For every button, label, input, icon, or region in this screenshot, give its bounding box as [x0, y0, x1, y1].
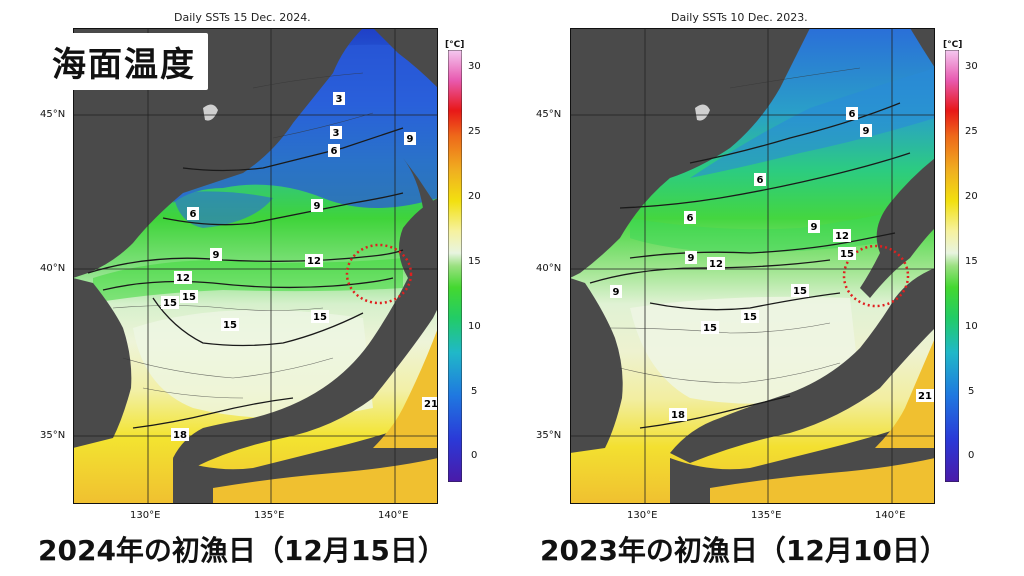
lon-label: 135°E	[254, 510, 285, 521]
contour-label: 6	[757, 175, 764, 186]
lon-label: 140°E	[378, 510, 409, 521]
lat-label: 35°N	[536, 430, 562, 441]
highlight-circle	[842, 244, 910, 308]
colorbar-tick: 25	[965, 126, 978, 137]
colorbar-tick: 10	[468, 321, 481, 332]
colorbar-tick: 30	[965, 61, 978, 72]
colorbar-2023	[945, 50, 959, 482]
grid-lines	[570, 28, 935, 504]
land-korea	[570, 278, 623, 453]
contour-label: 15	[793, 286, 807, 297]
colorbar-unit: [°C]	[943, 40, 963, 50]
contour-label: 12	[307, 256, 321, 267]
map-title-2024: Daily SSTs 15 Dec. 2024.	[174, 11, 311, 24]
contour-label: 3	[333, 128, 340, 139]
colorbar-tick: 20	[468, 191, 481, 202]
page-title: 海面温度	[40, 33, 208, 90]
map-title-2023: Daily SSTs 10 Dec. 2023.	[671, 11, 808, 24]
contour-label: 6	[849, 109, 856, 120]
contour-label-group: 6 9 6 6 9 12 15 9 12 9 15 15 15 18 21	[610, 107, 934, 421]
caption-2024: 2024年の初漁日（12月15日）	[38, 534, 446, 567]
sst-map-plot-2023: 6 9 6 6 9 12 15 9 12 9 15 15 15 18 21	[570, 28, 935, 504]
colorbar-tick: 15	[468, 256, 481, 267]
contour-label: 15	[313, 312, 327, 323]
land-hokkaido	[860, 158, 935, 298]
colorbar-tick: 10	[965, 321, 978, 332]
contour-label: 18	[671, 410, 685, 421]
lat-label: 40°N	[536, 263, 562, 274]
grid-lines	[73, 28, 438, 504]
colorbar-unit: [°C]	[445, 40, 465, 50]
contour-lines	[87, 127, 404, 429]
contour-label: 18	[173, 430, 187, 441]
colorbar-tick: 15	[965, 256, 978, 267]
contour-label: 15	[703, 323, 717, 334]
contour-label: 6	[331, 146, 338, 157]
contour-label: 9	[811, 222, 818, 233]
contour-label: 21	[918, 391, 932, 402]
contour-label-group: 3 3 6 9 9 6 9 12 12 15 15 15 15 18 21	[161, 92, 438, 441]
colorbar-tick: 5	[968, 386, 975, 397]
colorbar-tick: 30	[468, 61, 481, 72]
contour-label: 6	[687, 213, 694, 224]
highlight-circle	[345, 243, 413, 305]
colorbar-tick: 0	[968, 450, 975, 461]
lon-label: 140°E	[875, 510, 906, 521]
land-sakhalin	[373, 28, 438, 88]
contour-label: 21	[424, 399, 438, 410]
contour-label: 12	[835, 231, 849, 242]
contour-label: 9	[688, 253, 695, 264]
contour-lines	[589, 102, 911, 429]
contour-label: 9	[314, 201, 321, 212]
map-frame	[73, 28, 438, 504]
caption-2023: 2023年の初漁日（12月10日）	[540, 534, 948, 567]
lon-label: 135°E	[751, 510, 782, 521]
contour-label: 15	[163, 298, 177, 309]
contour-label: 9	[613, 287, 620, 298]
land-korea	[73, 278, 132, 448]
land-honshu	[173, 198, 438, 468]
lat-label: 35°N	[40, 430, 66, 441]
contour-label: 9	[863, 126, 870, 137]
contour-label: 9	[407, 134, 414, 145]
contour-label: 9	[213, 250, 220, 261]
contour-label: 12	[709, 259, 723, 270]
colorbar-tick: 25	[468, 126, 481, 137]
lat-label: 40°N	[40, 263, 66, 274]
colorbar-tick: 20	[965, 191, 978, 202]
contour-label: 15	[182, 292, 196, 303]
land-honshu	[670, 268, 935, 463]
contour-label: 15	[223, 320, 237, 331]
colorbar-2024	[448, 50, 462, 482]
map-frame	[570, 28, 935, 504]
island-icon	[203, 104, 218, 121]
land-asia	[73, 28, 363, 278]
contour-label: 15	[840, 249, 854, 260]
sst-map-plot-2024: 3 3 6 9 9 6 9 12 12 15 15 15 15 18 21	[73, 28, 438, 504]
lat-label: 45°N	[536, 109, 562, 120]
contour-label: 3	[336, 94, 343, 105]
contour-label: 6	[190, 209, 197, 220]
land-asia	[570, 28, 810, 278]
lon-label: 130°E	[627, 510, 658, 521]
island-icon	[695, 104, 710, 121]
lat-label: 45°N	[40, 109, 66, 120]
colorbar-tick: 5	[471, 386, 478, 397]
contour-label: 12	[176, 273, 190, 284]
colorbar-tick: 0	[471, 450, 478, 461]
lon-label: 130°E	[130, 510, 161, 521]
contour-label: 15	[743, 312, 757, 323]
